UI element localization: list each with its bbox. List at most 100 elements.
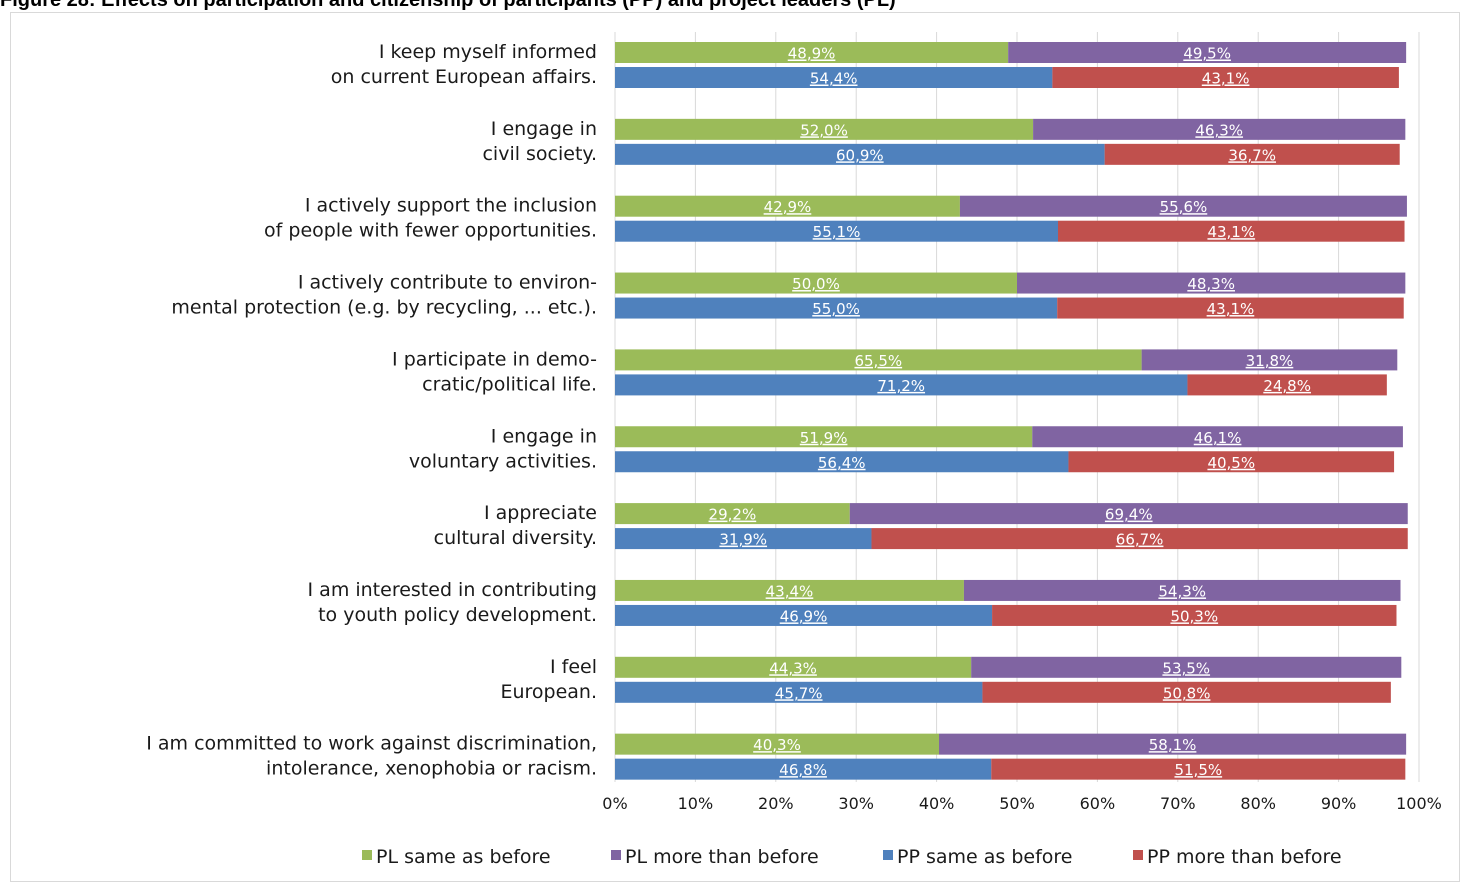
data-label: 43,1% — [1207, 223, 1255, 241]
legend-label-pl-more: PL more than before — [625, 846, 819, 868]
data-label: 55,0% — [812, 300, 860, 318]
bar-pl-same — [615, 349, 1142, 371]
bar-pl-more — [849, 503, 1408, 525]
data-label: 46,1% — [1194, 429, 1242, 447]
bar-pp-more — [1187, 374, 1387, 396]
x-tick-label: 30% — [838, 794, 874, 813]
legend-label-pp-more: PP more than before — [1147, 846, 1342, 868]
data-label: 44,3% — [769, 659, 817, 677]
bar-pp-same — [615, 67, 1053, 88]
bar-pp-same — [615, 604, 993, 626]
bar-pp-same — [615, 374, 1188, 396]
x-tick-label: 100% — [1396, 794, 1442, 813]
category-label: intolerance, xenophobia or racism. — [266, 758, 597, 780]
data-label: 65,5% — [854, 352, 902, 370]
data-label: 45,7% — [775, 684, 823, 702]
category-label: European. — [500, 681, 597, 703]
x-tick-label: 80% — [1240, 794, 1276, 813]
category-label: I am interested in contributing — [308, 579, 597, 601]
data-label: 48,9% — [788, 45, 836, 63]
x-tick-label: 10% — [678, 794, 714, 813]
category-label: on current European affairs. — [331, 66, 597, 88]
bar-pl-more — [1017, 272, 1406, 294]
x-tick-label: 20% — [758, 794, 794, 813]
legend-swatch-pp-same — [883, 850, 893, 860]
legend-swatch-pp-more — [1133, 850, 1143, 860]
data-label: 54,4% — [810, 70, 858, 88]
data-label: 24,8% — [1263, 377, 1311, 395]
bar-pp-same — [615, 758, 992, 780]
x-tick-label: 70% — [1160, 794, 1196, 813]
bar-pl-same — [615, 272, 1017, 294]
bar-pl-more — [1032, 426, 1403, 448]
category-label: cratic/political life. — [422, 373, 597, 395]
data-label: 56,4% — [818, 454, 866, 472]
category-label: I am committed to work against discrimin… — [146, 733, 597, 755]
bar-pp-same — [615, 528, 872, 550]
data-label: 55,6% — [1160, 198, 1208, 216]
data-label: 50,0% — [792, 275, 840, 293]
bar-pl-more — [939, 733, 1407, 755]
x-tick-label: 60% — [1080, 794, 1116, 813]
category-label: I actively contribute to environ- — [298, 272, 597, 294]
category-label: of people with fewer opportunities. — [264, 220, 597, 242]
bar-pl-more — [1008, 42, 1407, 63]
legend-swatch-pl-more — [611, 850, 621, 860]
bar-pp-more — [982, 681, 1391, 703]
bar-pp-same — [615, 220, 1059, 242]
x-tick-label: 40% — [919, 794, 955, 813]
category-label: mental protection (e.g. by recycling, ..… — [171, 297, 597, 319]
data-label: 40,3% — [753, 736, 801, 754]
category-label: I engage in — [491, 425, 597, 447]
bar-pp-more — [871, 528, 1408, 550]
category-label: I feel — [550, 656, 597, 678]
data-label: 53,5% — [1162, 659, 1210, 677]
category-label: voluntary activities. — [409, 450, 597, 472]
data-label: 69,4% — [1105, 506, 1153, 524]
data-label: 50,8% — [1163, 684, 1211, 702]
bar-pl-same — [615, 579, 964, 601]
bar-pp-same — [615, 451, 1069, 473]
data-label: 31,9% — [719, 531, 767, 549]
data-label: 49,5% — [1183, 45, 1231, 63]
data-label: 50,3% — [1170, 607, 1218, 625]
category-label: I actively support the inclusion — [305, 195, 597, 217]
category-label: I participate in demo- — [392, 348, 597, 370]
bar-pl-same — [615, 656, 972, 678]
data-label: 36,7% — [1228, 146, 1276, 164]
bar-pp-more — [1052, 67, 1399, 88]
bar-pl-more — [959, 195, 1407, 217]
bar-pl-more — [1033, 118, 1406, 140]
data-label: 46,3% — [1195, 121, 1243, 139]
legend-swatch-pl-same — [362, 850, 372, 860]
chart-title: Figure 28: Effects on participation and … — [0, 0, 896, 11]
bar-pl-same — [615, 733, 940, 755]
bar-pp-same — [615, 681, 983, 703]
category-label: I appreciate — [484, 502, 597, 524]
data-label: 31,8% — [1246, 352, 1294, 370]
legend-label-pl-same: PL same as before — [376, 846, 551, 868]
data-label: 58,1% — [1149, 736, 1197, 754]
category-label: cultural diversity. — [434, 527, 597, 549]
legend-label-pp-same: PP same as before — [897, 846, 1072, 868]
data-label: 66,7% — [1116, 531, 1164, 549]
category-label: I keep myself informed — [379, 41, 597, 63]
x-tick-label: 0% — [602, 794, 627, 813]
bar-pl-same — [615, 503, 850, 525]
data-label: 42,9% — [764, 198, 812, 216]
bar-pp-more — [1057, 297, 1404, 319]
data-label: 43,1% — [1202, 70, 1250, 88]
data-label: 48,3% — [1187, 275, 1235, 293]
bar-pl-same — [615, 42, 1009, 63]
data-label: 51,9% — [800, 429, 848, 447]
bar-pp-same — [615, 143, 1105, 165]
data-label: 51,5% — [1174, 761, 1222, 779]
data-label: 54,3% — [1158, 582, 1206, 600]
data-label: 43,4% — [766, 582, 814, 600]
data-label: 46,9% — [780, 607, 828, 625]
bar-pl-same — [615, 118, 1034, 140]
bar-pl-same — [615, 195, 960, 217]
bar-pp-same — [615, 297, 1058, 319]
category-label: civil society. — [482, 143, 597, 165]
